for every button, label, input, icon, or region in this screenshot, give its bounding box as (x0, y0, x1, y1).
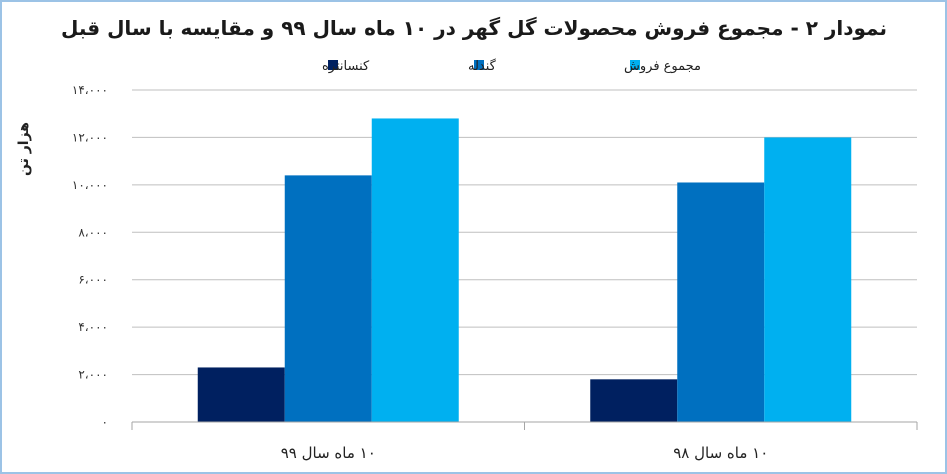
y-tick-label: ۱۲،۰۰۰ (72, 130, 108, 144)
legend-swatch (630, 60, 640, 70)
chart-title: نمودار ۲ - مجموع فروش محصولات گل گهر در … (61, 16, 887, 40)
y-tick-label: ۸،۰۰۰ (78, 225, 108, 239)
legend-swatch (474, 60, 484, 70)
x-tick-label: ۱۰ ماه سال ۹۹ (281, 444, 376, 462)
legend: کنسانتره گندله مجموع فروش (322, 58, 701, 74)
bar (284, 175, 372, 422)
legend-label: گندله (468, 58, 497, 74)
y-tick-label: ۲،۰۰۰ (78, 368, 108, 382)
bar (677, 182, 765, 422)
y-tick-label: ۱۴،۰۰۰ (72, 83, 108, 97)
legend-label: کنسانتره (322, 59, 370, 74)
legend-label: مجموع فروش (624, 59, 701, 74)
y-tick-label: ۰ (102, 415, 108, 429)
legend-swatch (328, 60, 338, 70)
x-tick-label: ۱۰ ماه سال ۹۸ (673, 444, 768, 462)
y-tick-label: ۴،۰۰۰ (78, 320, 108, 334)
bars (197, 118, 852, 422)
y-axis-label: هزار تن (16, 122, 32, 176)
y-axis-ticks: ۰ ۲،۰۰۰ ۴،۰۰۰ ۶،۰۰۰ ۸،۰۰۰ ۱۰،۰۰۰ ۱۲،۰۰۰ ۱۴،۰۰۰ (72, 83, 108, 429)
bar (764, 137, 852, 422)
y-tick-label: ۱۰،۰۰۰ (72, 178, 108, 192)
bar (371, 118, 459, 422)
x-axis: ۱۰ ماه سال ۹۹ ۱۰ ماه سال ۹۸ (131, 421, 918, 462)
y-tick-label: ۶،۰۰۰ (78, 273, 108, 287)
bar (197, 367, 285, 422)
bar (590, 379, 678, 422)
